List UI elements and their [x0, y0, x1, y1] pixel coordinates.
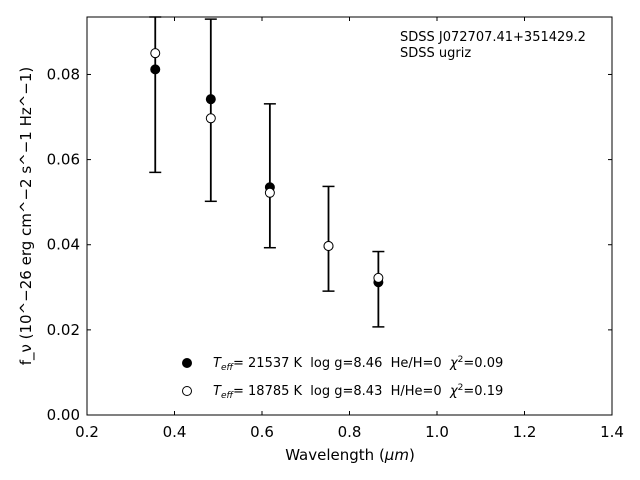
x-axis-label: Wavelength (μm) [285, 446, 415, 464]
y-tick-label: 0.00 [47, 406, 80, 424]
legend-marker-open [182, 386, 192, 396]
data-points [150, 48, 384, 288]
y-tick-label: 0.02 [47, 321, 80, 339]
x-tick-label: 0.4 [163, 423, 187, 441]
x-tick-label: 1.0 [425, 423, 449, 441]
data-point-open [323, 241, 334, 252]
y-axis-label: f_ν (10^−26 erg cm^−2 s^−1 Hz^−1) [17, 67, 36, 366]
data-point-open [264, 187, 275, 198]
data-point-filled [150, 64, 161, 75]
x-tick-label: 1.2 [513, 423, 537, 441]
annotation-object-name: SDSS J072707.41+351429.2 [400, 30, 586, 45]
x-axis-ticks: 0.2 0.4 0.6 0.8 1.0 1.2 1.4 [75, 17, 624, 441]
x-tick-label: 1.4 [600, 423, 624, 441]
x-tick-label: 0.2 [75, 423, 99, 441]
x-tick-label: 0.6 [250, 423, 274, 441]
y-tick-label: 0.04 [47, 236, 80, 254]
data-point-open [205, 113, 216, 124]
legend-entry-open: Teff= 18785 K log g=8.43 H/He=0 χ2=0.19 [213, 383, 503, 401]
legend-entry-filled: Teff= 21537 K log g=8.46 He/H=0 χ2=0.09 [213, 355, 503, 373]
data-point-open [373, 272, 384, 283]
y-tick-label: 0.08 [47, 65, 80, 83]
y-axis-ticks: 0.00 0.02 0.04 0.06 0.08 [47, 65, 612, 424]
data-point-open [150, 48, 161, 59]
data-point-filled [205, 94, 216, 105]
x-tick-label: 0.8 [338, 423, 362, 441]
error-bars [149, 16, 385, 328]
y-tick-label: 0.06 [47, 151, 80, 169]
annotation-filter-set: SDSS ugriz [400, 46, 471, 61]
legend: Teff= 21537 K log g=8.46 He/H=0 χ2=0.09 … [182, 355, 503, 401]
legend-marker-filled [182, 358, 192, 368]
